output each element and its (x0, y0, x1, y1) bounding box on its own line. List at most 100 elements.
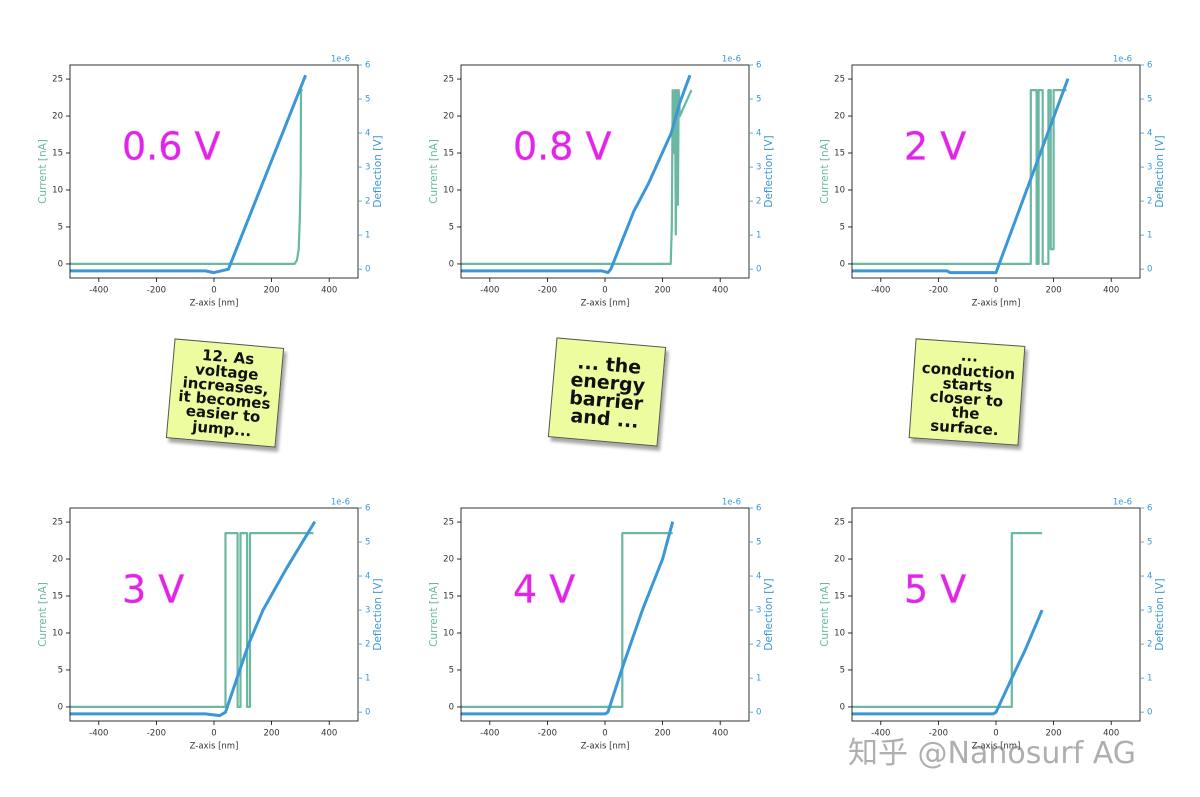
y2-tick-label: 5 (1147, 538, 1152, 548)
y-tick-label: 10 (52, 185, 63, 195)
y2-tick-label: 0 (1147, 708, 1152, 718)
voltage-label: 3 V (122, 568, 184, 612)
y2-tick-label: 2 (756, 640, 761, 650)
y2-offset: 1e-6 (331, 55, 350, 65)
y2-offset: 1e-6 (331, 498, 350, 508)
note-line: and ... (569, 405, 640, 433)
y2-tick-label: 1 (365, 674, 370, 684)
y2-tick-label: 0 (756, 708, 761, 718)
y2-tick-label: 5 (756, 95, 761, 105)
watermark: 知乎 @Nanosurf AG (848, 736, 1137, 771)
data-line (461, 74, 692, 275)
x-tick-label: -400 (871, 729, 890, 739)
y2-tick-label: 2 (1147, 640, 1152, 650)
x-tick-label: 200 (1045, 286, 1061, 296)
y-tick-label: 15 (834, 149, 845, 159)
y2-offset: 1e-6 (722, 55, 741, 65)
y2-tick-label: 5 (365, 95, 370, 105)
axes-frame (851, 64, 1141, 279)
x-tick-label: 400 (1103, 286, 1119, 296)
x-axis-label: Z-axis [nm] (581, 742, 630, 752)
y2-tick-label: 3 (1147, 606, 1152, 616)
y2-axis-label: Deflection [V] (372, 578, 384, 650)
sticky-note: 12. As voltage increases, it becomes easier … (165, 338, 285, 448)
y2-tick-label: 4 (756, 572, 761, 582)
y2-tick-label: 4 (1147, 572, 1152, 582)
y-axis-label: Current [nA] (428, 139, 440, 204)
y2-tick-label: 1 (1147, 231, 1152, 241)
y-tick-label: 15 (52, 149, 63, 159)
chart: -400 -200 0 200 400 0 5 10 15 20 25 0 1 2 3 4 5 6 Z-axis [… (428, 55, 775, 309)
y-axis-label: Current [nA] (37, 139, 49, 204)
axes-frame (69, 64, 359, 279)
y-tick-label: 5 (58, 222, 63, 232)
voltage-label: 0.8 V (513, 125, 612, 169)
y2-offset: 1e-6 (1113, 55, 1132, 65)
x-tick-label: 200 (654, 729, 670, 739)
sticky-note: ... conduction starts closer to the surface. (908, 338, 1026, 446)
y-tick-label: 20 (52, 555, 63, 565)
x-tick-label: 400 (712, 286, 728, 296)
y-tick-label: 15 (834, 592, 845, 602)
x-axis-label: Z-axis [nm] (581, 299, 630, 309)
y-tick-label: 5 (840, 222, 845, 232)
y-tick-label: 10 (443, 185, 454, 195)
y-tick-label: 20 (834, 112, 845, 122)
x-tick-label: 0 (993, 729, 998, 739)
data-line (461, 89, 693, 265)
x-tick-label: 400 (1103, 729, 1119, 739)
x-tick-label: -400 (89, 729, 108, 739)
axes-frame (851, 507, 1141, 722)
y2-axis-label: Deflection [V] (763, 135, 775, 207)
chart: -400 -200 0 200 400 0 5 10 15 20 25 0 1 2 3 4 5 6 Z-axis [… (37, 55, 384, 309)
x-tick-label: 0 (993, 286, 998, 296)
y2-tick-label: 4 (365, 572, 370, 582)
x-tick-label: 0 (211, 729, 216, 739)
y-tick-label: 10 (443, 628, 454, 638)
x-tick-label: 200 (654, 286, 670, 296)
x-tick-label: -200 (538, 729, 557, 739)
data-line (70, 520, 317, 718)
x-axis-label: Z-axis [nm] (972, 742, 1021, 752)
y-axis-label: Current [nA] (37, 582, 49, 647)
x-tick-label: -400 (480, 729, 499, 739)
x-tick-label: -400 (89, 286, 108, 296)
y2-tick-label: 2 (756, 197, 761, 207)
y2-tick-label: 3 (756, 163, 761, 173)
x-tick-label: 400 (321, 286, 337, 296)
y2-tick-label: 0 (1147, 265, 1152, 275)
x-tick-label: -200 (929, 729, 948, 739)
y2-tick-label: 6 (1147, 61, 1152, 71)
y-tick-label: 0 (449, 259, 454, 269)
x-tick-label: -200 (538, 286, 557, 296)
data-line (852, 532, 1043, 708)
y-tick-label: 20 (834, 555, 845, 565)
y2-tick-label: 1 (756, 231, 761, 241)
y2-tick-label: 1 (756, 674, 761, 684)
y-tick-label: 0 (840, 259, 845, 269)
y2-tick-label: 4 (756, 129, 761, 139)
x-tick-label: 200 (1045, 729, 1061, 739)
y-tick-label: 10 (834, 185, 845, 195)
chart: -400 -200 0 200 400 0 5 10 15 20 25 0 1 2 3 4 5 6 Z-axis [… (428, 498, 775, 752)
y-tick-label: 0 (58, 702, 63, 712)
x-axis-label: Z-axis [nm] (190, 299, 239, 309)
y2-tick-label: 6 (756, 61, 761, 71)
voltage-label: 5 V (904, 568, 966, 612)
y2-tick-label: 6 (1147, 504, 1152, 514)
y2-tick-label: 5 (756, 538, 761, 548)
x-tick-label: 400 (321, 729, 337, 739)
chart: -400 -200 0 200 400 0 5 10 15 20 25 0 1 2 3 4 5 6 Z-axis [… (37, 498, 384, 752)
x-tick-label: -200 (929, 286, 948, 296)
y-tick-label: 20 (443, 555, 454, 565)
data-line (852, 78, 1070, 275)
voltage-label: 2 V (904, 125, 966, 169)
y-tick-label: 0 (840, 702, 845, 712)
axes-frame (460, 64, 750, 279)
y-tick-label: 0 (58, 259, 63, 269)
y-axis-label: Current [nA] (428, 582, 440, 647)
data-line (70, 532, 314, 708)
voltage-label: 0.6 V (122, 125, 221, 169)
data-line (852, 89, 1067, 265)
